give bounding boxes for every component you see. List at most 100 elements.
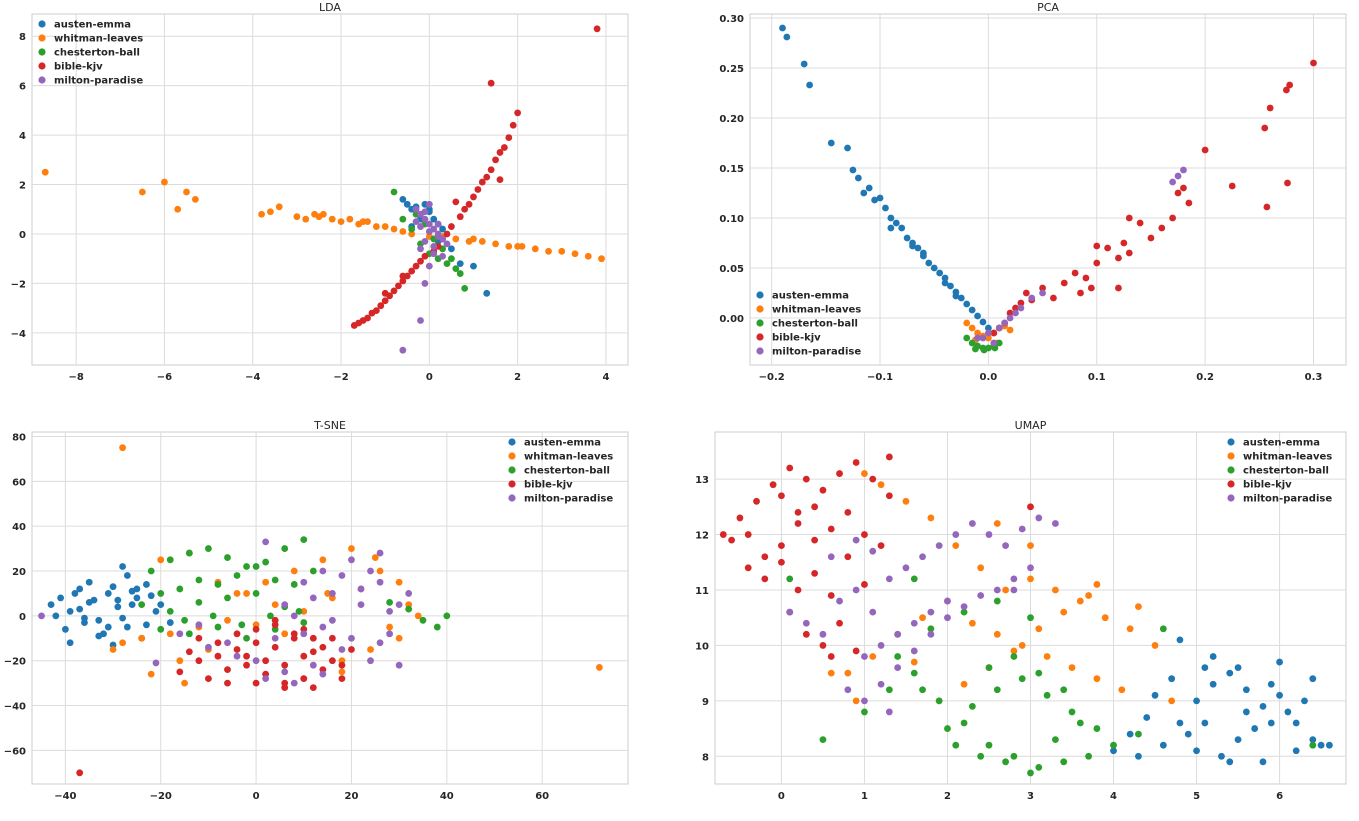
data-point-bible-kjv	[869, 475, 877, 483]
data-point-whitman-leaves	[985, 334, 992, 342]
data-point-chesterton-ball	[1027, 769, 1034, 777]
data-point-austen-emma	[52, 612, 60, 620]
x-tick-label: 60	[535, 791, 549, 802]
data-point-austen-emma	[1251, 725, 1259, 732]
x-tick-label: 0.3	[1305, 372, 1323, 383]
data-point-austen-emma	[919, 252, 927, 260]
legend-label-austen-emma: austen-emma	[1243, 438, 1320, 449]
data-point-bible-kjv	[1201, 146, 1209, 154]
data-point-chesterton-ball	[952, 741, 960, 749]
x-tick-label: 0.1	[1088, 372, 1106, 383]
data-point-bible-kjv	[1263, 203, 1271, 211]
x-tick-label: −20	[150, 791, 172, 802]
data-point-bible-kjv	[377, 302, 385, 310]
data-point-bible-kjv	[505, 134, 513, 141]
data-point-milton-paradise	[290, 679, 298, 687]
data-point-bible-kjv	[802, 630, 810, 638]
data-point-bible-kjv	[487, 166, 495, 174]
data-point-whitman-leaves	[176, 657, 184, 665]
legend-label-milton-paradise: milton-paradise	[54, 76, 143, 87]
data-point-austen-emma	[128, 587, 136, 595]
data-point-austen-emma	[887, 224, 895, 232]
data-point-chesterton-ball	[1110, 741, 1117, 749]
data-point-austen-emma	[968, 306, 976, 314]
data-point-bible-kjv	[338, 661, 346, 669]
data-point-milton-paradise	[262, 538, 270, 546]
data-point-bible-kjv	[496, 176, 504, 184]
data-point-bible-kjv	[1185, 199, 1193, 207]
data-point-bible-kjv	[195, 634, 203, 642]
data-point-bible-kjv	[1104, 244, 1111, 252]
data-point-milton-paradise	[300, 630, 308, 638]
data-point-bible-kjv	[399, 277, 407, 285]
data-point-austen-emma	[1143, 714, 1151, 721]
data-point-chesterton-ball	[300, 619, 308, 626]
data-point-whitman-leaves	[271, 601, 279, 609]
data-point-chesterton-ball	[919, 686, 926, 694]
data-point-bible-kjv	[1125, 214, 1133, 222]
data-point-chesterton-ball	[433, 623, 441, 631]
data-point-whitman-leaves	[827, 669, 835, 677]
data-point-milton-paradise	[357, 585, 365, 593]
data-point-milton-paradise	[869, 547, 877, 555]
data-point-austen-emma	[1309, 675, 1317, 683]
data-point-austen-emma	[1292, 747, 1300, 755]
data-point-whitman-leaves	[478, 238, 486, 245]
data-point-whitman-leaves	[161, 178, 168, 186]
legend-marker-chesterton-ball	[756, 319, 764, 327]
data-point-chesterton-ball	[166, 607, 174, 615]
data-point-chesterton-ball	[300, 536, 308, 544]
data-point-whitman-leaves	[109, 646, 117, 653]
data-point-austen-emma	[133, 594, 141, 602]
data-point-whitman-leaves	[138, 634, 146, 642]
data-point-whitman-leaves	[293, 213, 301, 221]
y-tick-label: 8	[19, 32, 26, 43]
data-point-whitman-leaves	[138, 188, 146, 196]
data-point-austen-emma	[66, 607, 74, 615]
data-point-bible-kjv	[844, 553, 852, 561]
data-point-bible-kjv	[1158, 224, 1166, 232]
data-point-bible-kjv	[736, 514, 744, 522]
data-point-bible-kjv	[271, 616, 279, 624]
data-point-milton-paradise	[386, 607, 393, 615]
data-point-milton-paradise	[993, 586, 1001, 594]
data-point-whitman-leaves	[1006, 326, 1014, 334]
data-point-bible-kjv	[761, 553, 769, 561]
y-tick-label: 11	[695, 586, 709, 597]
data-point-bible-kjv	[395, 282, 402, 290]
data-point-austen-emma	[143, 621, 150, 629]
data-point-milton-paradise	[417, 223, 424, 230]
legend-label-whitman-leaves: whitman-leaves	[54, 34, 143, 45]
data-point-chesterton-ball	[456, 270, 464, 277]
data-point-austen-emma	[1201, 719, 1209, 727]
data-point-bible-kjv	[224, 666, 231, 674]
data-point-bible-kjv	[1120, 239, 1128, 247]
x-tick-label: 4	[1110, 791, 1117, 802]
data-point-bible-kjv	[496, 149, 504, 156]
data-point-milton-paradise	[1174, 172, 1182, 180]
data-point-whitman-leaves	[395, 634, 403, 642]
legend-label-chesterton-ball: chesterton-ball	[772, 319, 858, 330]
data-point-austen-emma	[399, 195, 407, 203]
data-point-bible-kjv	[465, 200, 473, 208]
data-point-milton-paradise	[412, 205, 420, 213]
y-tick-label: −40	[4, 702, 26, 713]
x-tick-label: 0.0	[980, 372, 998, 383]
data-point-bible-kjv	[281, 661, 289, 669]
data-point-milton-paradise	[995, 324, 1003, 332]
legend-marker-whitman-leaves	[508, 452, 516, 460]
data-point-whitman-leaves	[952, 542, 960, 550]
data-point-austen-emma	[470, 262, 477, 270]
data-point-whitman-leaves	[861, 470, 868, 477]
data-point-whitman-leaves	[514, 242, 522, 250]
legend-label-chesterton-ball: chesterton-ball	[1243, 466, 1329, 477]
data-point-bible-kjv	[281, 684, 289, 691]
data-point-austen-emma	[1193, 747, 1200, 755]
data-point-austen-emma	[1242, 686, 1250, 694]
data-point-whitman-leaves	[119, 639, 126, 647]
data-point-bible-kjv	[1012, 304, 1019, 312]
data-point-chesterton-ball	[224, 554, 231, 561]
data-point-whitman-leaves	[1043, 653, 1051, 660]
data-point-austen-emma	[1276, 691, 1283, 699]
data-point-whitman-leaves	[1076, 597, 1084, 605]
